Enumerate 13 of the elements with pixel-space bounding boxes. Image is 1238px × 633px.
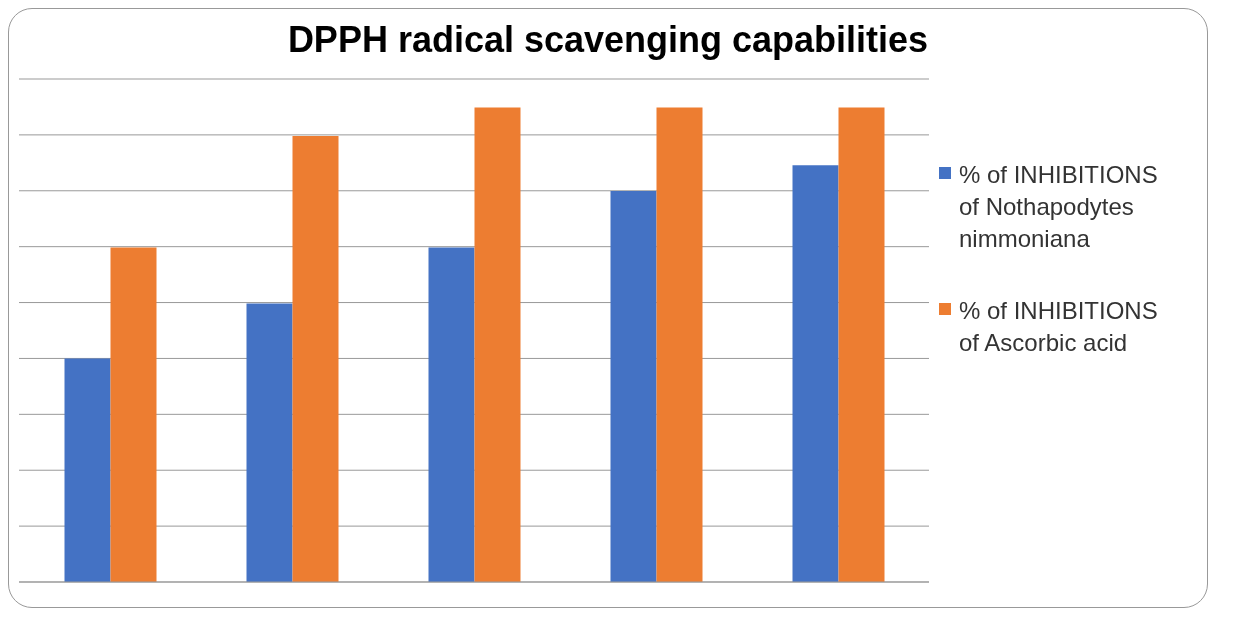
legend-label: % of INHIBITIONS of Nothapodytes nimmoniana	[959, 160, 1159, 254]
bar	[838, 107, 885, 582]
bar	[610, 190, 657, 582]
bar	[246, 303, 293, 582]
bar	[64, 358, 111, 582]
legend-label: % of INHIBITIONS of Ascorbic acid	[959, 296, 1159, 358]
bar	[656, 107, 703, 582]
bar	[110, 247, 157, 582]
bar	[292, 135, 339, 582]
bar	[792, 165, 839, 582]
bar	[474, 107, 521, 582]
chart-title: DPPH radical scavenging capabilities	[286, 19, 930, 62]
bar	[428, 247, 475, 582]
